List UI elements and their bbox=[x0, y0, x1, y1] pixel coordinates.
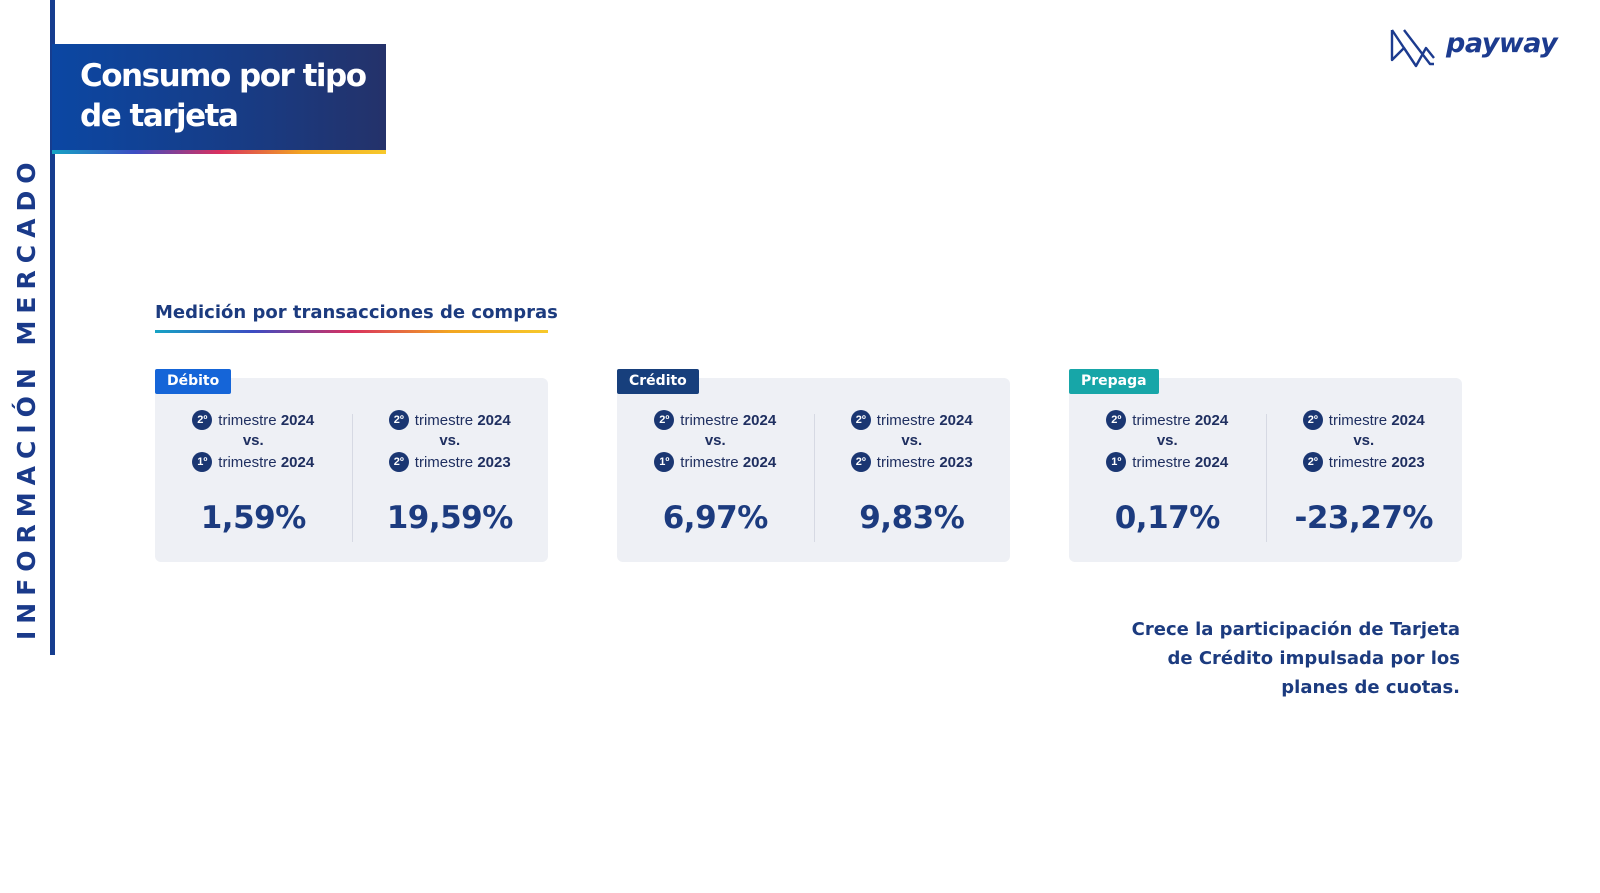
card-prepaga: Prepaga 2º trimestre 2024 vs. 1º trimestre 20… bbox=[1069, 369, 1463, 562]
footnote-line-1: Crece la participación de Tarjeta bbox=[1131, 619, 1460, 640]
variation-value: 0,17% bbox=[1114, 500, 1221, 536]
footnote-line-3: planes de cuotas. bbox=[1281, 677, 1460, 698]
year-label: 2024 bbox=[742, 454, 777, 471]
period-b: 1º trimestre 2024 bbox=[1069, 452, 1266, 474]
comparison-column-left: 2º trimestre 2024 vs. 1º trimestre 2024 0,17% bbox=[1069, 410, 1266, 560]
footnote: Crece la participación de Tarjeta de Cré… bbox=[1132, 615, 1460, 702]
year-label: 2024 bbox=[1194, 454, 1229, 471]
trimestre-label: trimestre bbox=[680, 454, 739, 471]
year-label: 2024 bbox=[280, 454, 315, 471]
card-debito: Débito 2º trimestre 2024 vs. 1º trimestre 202… bbox=[155, 369, 549, 562]
year-label: 2024 bbox=[1194, 412, 1229, 429]
year-label: 2024 bbox=[939, 412, 973, 429]
ordinal-badge: 2º bbox=[388, 410, 409, 431]
variation-value: 1,59% bbox=[200, 500, 307, 536]
card-credito: Crédito 2º trimestre 2024 vs. 1º trimestre 20… bbox=[617, 369, 1011, 562]
variation-value: 6,97% bbox=[662, 500, 769, 536]
year-label: 2024 bbox=[280, 412, 315, 429]
variation-value: 19,59% bbox=[386, 500, 514, 536]
year-label: 2023 bbox=[939, 454, 973, 471]
variation-value: 9,83% bbox=[859, 500, 965, 536]
ordinal-badge: 2º bbox=[850, 410, 871, 431]
ordinal-badge: 2º bbox=[1106, 410, 1127, 431]
comparison-column-right: 2º trimestre 2024 vs. 2º trimestre 2023 -23,2… bbox=[1266, 410, 1463, 560]
trimestre-label: trimestre bbox=[876, 454, 936, 471]
trimestre-label: trimestre bbox=[1328, 454, 1388, 471]
year-label: 2023 bbox=[1391, 454, 1425, 471]
vs-label: vs. bbox=[704, 432, 726, 449]
title-box: Consumo por tipo de tarjeta bbox=[52, 44, 386, 150]
trimestre-label: trimestre bbox=[218, 454, 277, 471]
ordinal-badge: 2º bbox=[1302, 410, 1323, 431]
page-title-line-2: de tarjeta bbox=[80, 98, 239, 134]
year-label: 2024 bbox=[1391, 412, 1425, 429]
comparison-column-left: 2º trimestre 2024 vs. 1º trimestre 2024 6,97% bbox=[617, 410, 814, 560]
card-type-badge: Prepaga bbox=[1069, 369, 1159, 394]
comparison-column-right: 2º trimestre 2024 vs. 2º trimestre 2023 9,83% bbox=[814, 410, 1011, 560]
ordinal-badge: 2º bbox=[1302, 452, 1323, 473]
payway-logo-icon bbox=[1390, 29, 1435, 68]
ordinal-badge: 2º bbox=[388, 452, 409, 473]
vs-label: vs. bbox=[1353, 432, 1375, 449]
ordinal-badge: 1º bbox=[654, 452, 675, 473]
card-divider bbox=[1265, 414, 1267, 542]
vs-label: vs. bbox=[439, 432, 461, 449]
card-type-badge: Crédito bbox=[617, 369, 699, 394]
card-divider bbox=[351, 414, 353, 542]
period-a: 2º trimestre 2024 bbox=[155, 410, 352, 432]
period-a: 2º trimestre 2024 bbox=[352, 410, 549, 432]
title-gradient-underline bbox=[52, 150, 386, 154]
trimestre-label: trimestre bbox=[1328, 412, 1388, 429]
trimestre-label: trimestre bbox=[414, 454, 474, 471]
period-a: 2º trimestre 2024 bbox=[1266, 410, 1463, 432]
page-title-line-1: Consumo por tipo bbox=[80, 58, 367, 94]
footnote-line-2: de Crédito impulsada por los bbox=[1167, 648, 1460, 669]
side-section-label: INFORMACIÓN MERCADO bbox=[12, 155, 41, 640]
ordinal-badge: 1º bbox=[1106, 452, 1127, 473]
trimestre-label: trimestre bbox=[876, 412, 936, 429]
trimestre-label: trimestre bbox=[680, 412, 739, 429]
period-a: 2º trimestre 2024 bbox=[617, 410, 814, 432]
year-label: 2024 bbox=[477, 412, 511, 429]
variation-value: -23,27% bbox=[1294, 500, 1434, 536]
vs-label: vs. bbox=[901, 432, 923, 449]
trimestre-label: trimestre bbox=[1132, 454, 1191, 471]
period-a: 2º trimestre 2024 bbox=[1069, 410, 1266, 432]
ordinal-badge: 1º bbox=[192, 452, 213, 473]
comparison-column-left: 2º trimestre 2024 vs. 1º trimestre 2024 1,59% bbox=[155, 410, 352, 560]
period-a: 2º trimestre 2024 bbox=[814, 410, 1011, 432]
vs-label: vs. bbox=[242, 432, 264, 449]
comparison-column-right: 2º trimestre 2024 vs. 2º trimestre 2023 19,59… bbox=[352, 410, 549, 560]
card-type-badge: Débito bbox=[155, 369, 232, 394]
period-b: 2º trimestre 2023 bbox=[1266, 452, 1463, 474]
period-b: 1º trimestre 2024 bbox=[155, 452, 352, 474]
trimestre-label: trimestre bbox=[414, 412, 474, 429]
subtitle-gradient-underline bbox=[155, 330, 548, 333]
section-subtitle: Medición por transacciones de compras bbox=[155, 302, 558, 323]
vs-label: vs. bbox=[1156, 432, 1178, 449]
payway-logo-text: payway bbox=[1446, 28, 1558, 59]
period-b: 2º trimestre 2023 bbox=[352, 452, 549, 474]
ordinal-badge: 2º bbox=[192, 410, 213, 431]
trimestre-label: trimestre bbox=[1132, 412, 1191, 429]
year-label: 2024 bbox=[742, 412, 777, 429]
ordinal-badge: 2º bbox=[850, 452, 871, 473]
period-b: 2º trimestre 2023 bbox=[814, 452, 1011, 474]
ordinal-badge: 2º bbox=[654, 410, 675, 431]
side-accent-line bbox=[50, 0, 55, 655]
year-label: 2023 bbox=[477, 454, 511, 471]
trimestre-label: trimestre bbox=[218, 412, 277, 429]
card-divider bbox=[813, 414, 815, 542]
period-b: 1º trimestre 2024 bbox=[617, 452, 814, 474]
